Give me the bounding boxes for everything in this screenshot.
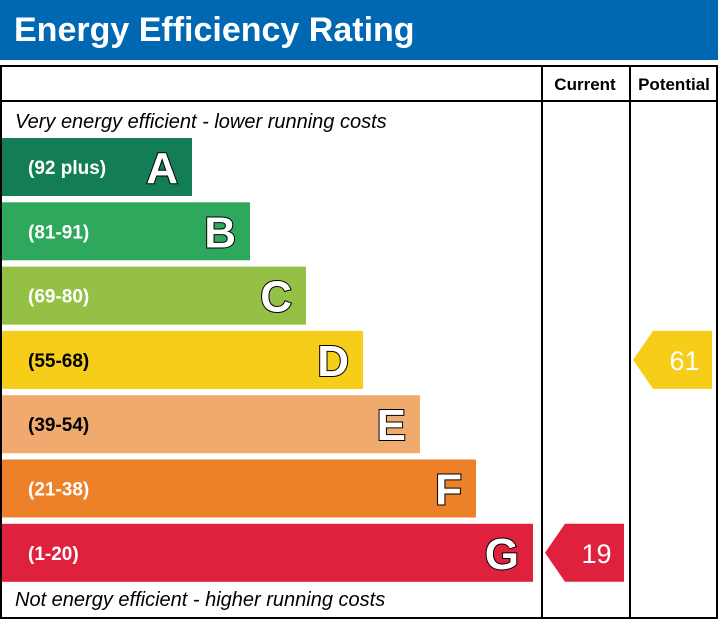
band-f-letter: F [435,466,462,515]
band-d-range: (55-68) [28,351,89,372]
band-c-letter: C [260,273,292,322]
potential-rating-value: 61 [669,346,699,376]
band-f-bar [2,459,476,518]
title-bar: Energy Efficiency Rating [0,0,718,60]
band-a-range: (92 plus) [28,158,106,179]
band-g-letter: G [485,530,519,579]
band-c-bar [2,266,306,325]
current-rating-value: 19 [581,539,611,569]
chart-title: Energy Efficiency Rating [14,11,415,49]
band-e-bar [2,395,420,454]
band-b-letter: B [204,208,236,257]
band-e-range: (39-54) [28,415,89,436]
band-a-letter: A [146,144,178,193]
chart-frame [0,65,718,619]
band-d-bar [2,330,363,389]
bottom-caption: Not energy efficient - higher running co… [15,589,385,611]
band-b-bar [2,202,250,261]
current-column-header: Current [554,75,616,94]
band-g-bar [2,523,533,582]
band-d-letter: D [317,337,349,386]
band-f-range: (21-38) [28,480,89,501]
band-b-range: (81-91) [28,222,89,243]
potential-column-header: Potential [638,75,710,94]
top-caption: Very energy efficient - lower running co… [15,111,387,133]
band-e-letter: E [377,401,406,450]
band-a-bar [2,138,192,196]
band-c-range: (69-80) [28,287,89,308]
band-g-range: (1-20) [28,544,79,565]
potential-rating-arrow [633,330,712,389]
current-rating-arrow [545,523,624,582]
